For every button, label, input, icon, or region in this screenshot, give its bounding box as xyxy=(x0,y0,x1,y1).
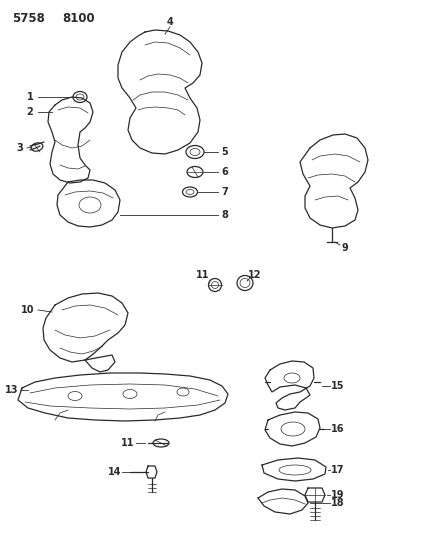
Text: 2: 2 xyxy=(27,107,33,117)
Text: 5758: 5758 xyxy=(12,12,45,25)
Text: 18: 18 xyxy=(331,498,345,508)
Text: 13: 13 xyxy=(5,385,19,395)
Text: 5: 5 xyxy=(222,147,228,157)
Text: 14: 14 xyxy=(108,467,122,477)
Text: 11: 11 xyxy=(196,270,210,280)
Text: 15: 15 xyxy=(331,381,345,391)
Text: 16: 16 xyxy=(331,424,345,434)
Text: 12: 12 xyxy=(248,270,262,280)
Text: 17: 17 xyxy=(331,465,345,475)
Text: 8: 8 xyxy=(221,210,228,220)
Text: 1: 1 xyxy=(27,92,33,102)
Text: 7: 7 xyxy=(222,187,228,197)
Text: 9: 9 xyxy=(341,243,348,253)
Text: 19: 19 xyxy=(331,490,345,500)
Text: 8100: 8100 xyxy=(62,12,95,25)
Text: 6: 6 xyxy=(222,167,228,177)
Text: 11: 11 xyxy=(121,438,135,448)
Text: 4: 4 xyxy=(166,17,173,27)
Text: 3: 3 xyxy=(17,143,23,153)
Text: 10: 10 xyxy=(21,305,35,315)
